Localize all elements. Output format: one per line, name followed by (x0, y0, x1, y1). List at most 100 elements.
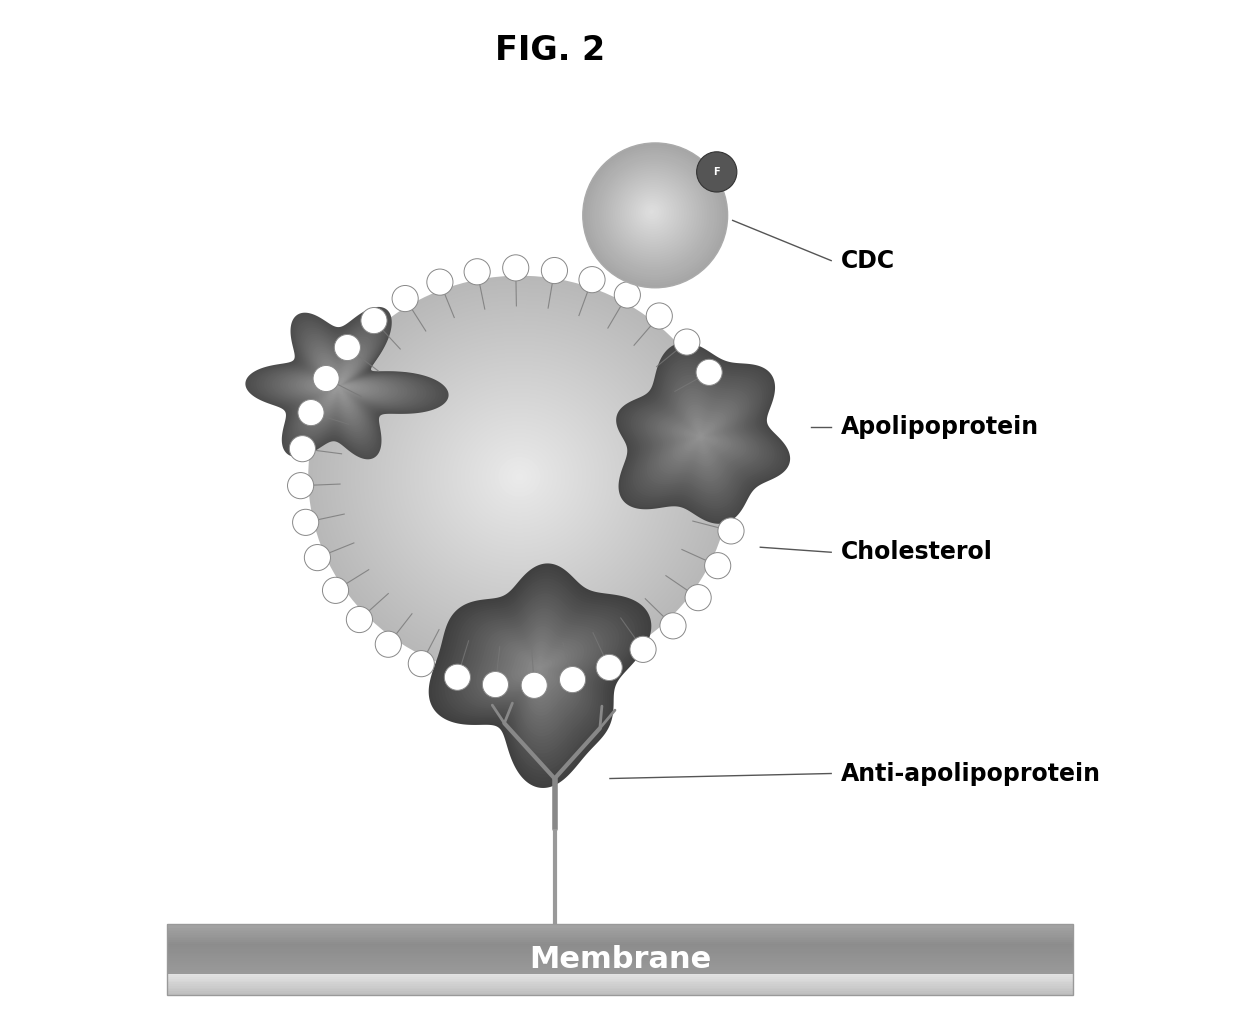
Text: Membrane: Membrane (529, 945, 711, 974)
Polygon shape (460, 593, 619, 753)
Polygon shape (327, 377, 351, 394)
Ellipse shape (334, 300, 706, 654)
Circle shape (427, 269, 453, 295)
Bar (167, 958, 1073, 959)
Ellipse shape (629, 189, 677, 237)
Polygon shape (647, 377, 756, 492)
Polygon shape (489, 621, 590, 723)
Polygon shape (660, 390, 744, 479)
Polygon shape (652, 383, 751, 487)
Polygon shape (495, 626, 584, 716)
Circle shape (322, 577, 348, 603)
Polygon shape (304, 357, 379, 414)
Ellipse shape (379, 344, 658, 609)
Ellipse shape (486, 445, 553, 509)
Polygon shape (246, 307, 449, 459)
Polygon shape (655, 385, 749, 484)
Circle shape (542, 258, 568, 284)
Ellipse shape (515, 473, 523, 481)
Ellipse shape (448, 409, 591, 546)
Ellipse shape (321, 288, 718, 666)
Polygon shape (691, 426, 711, 446)
Ellipse shape (405, 368, 634, 585)
Ellipse shape (465, 425, 574, 529)
Polygon shape (250, 311, 443, 455)
Ellipse shape (430, 392, 608, 562)
Circle shape (521, 672, 547, 699)
Circle shape (660, 612, 686, 639)
Circle shape (718, 518, 744, 544)
Polygon shape (293, 348, 392, 422)
Ellipse shape (337, 304, 701, 650)
Polygon shape (640, 369, 765, 499)
Polygon shape (515, 644, 565, 696)
Circle shape (312, 365, 340, 391)
Polygon shape (688, 423, 713, 449)
Polygon shape (441, 575, 639, 775)
Polygon shape (451, 584, 629, 764)
Text: FIG. 2: FIG. 2 (495, 34, 605, 67)
Bar (167, 949, 1073, 951)
Ellipse shape (588, 147, 723, 283)
Polygon shape (272, 330, 417, 438)
Bar (167, 940, 1073, 942)
Polygon shape (476, 608, 604, 736)
Ellipse shape (640, 201, 665, 224)
Polygon shape (616, 343, 790, 524)
Bar (167, 977, 1073, 979)
Polygon shape (527, 656, 552, 681)
Polygon shape (320, 370, 361, 401)
Circle shape (614, 282, 640, 308)
Ellipse shape (423, 384, 616, 569)
Ellipse shape (618, 177, 689, 249)
Circle shape (630, 636, 656, 662)
Ellipse shape (511, 468, 528, 485)
Text: Cholesterol: Cholesterol (841, 540, 993, 564)
Circle shape (289, 436, 315, 461)
Ellipse shape (481, 441, 558, 513)
Polygon shape (480, 611, 600, 733)
Ellipse shape (427, 388, 613, 566)
Ellipse shape (435, 396, 604, 558)
Polygon shape (672, 405, 732, 466)
Ellipse shape (346, 312, 693, 642)
Text: CDC: CDC (841, 248, 895, 273)
Ellipse shape (615, 175, 692, 252)
Polygon shape (466, 599, 613, 746)
Polygon shape (667, 399, 737, 472)
Ellipse shape (637, 198, 667, 227)
Bar (167, 963, 1073, 965)
Bar (167, 961, 1073, 963)
Polygon shape (290, 346, 396, 424)
Ellipse shape (367, 332, 672, 622)
Polygon shape (626, 353, 780, 514)
Polygon shape (336, 384, 341, 388)
Circle shape (392, 286, 418, 311)
Ellipse shape (439, 401, 600, 554)
Polygon shape (259, 318, 433, 449)
Polygon shape (283, 339, 404, 430)
Text: F: F (713, 167, 720, 176)
Polygon shape (492, 624, 588, 719)
Bar (167, 983, 1073, 985)
Ellipse shape (599, 159, 709, 270)
Circle shape (646, 303, 672, 330)
Ellipse shape (409, 372, 629, 581)
Circle shape (697, 152, 737, 192)
Bar (167, 938, 1073, 940)
Bar (167, 975, 1073, 977)
Bar (167, 925, 1073, 926)
Circle shape (293, 509, 319, 535)
Bar (167, 971, 1073, 973)
Polygon shape (278, 335, 410, 434)
Bar (167, 930, 1073, 932)
Ellipse shape (342, 308, 697, 646)
Polygon shape (635, 364, 770, 504)
Bar (167, 966, 1073, 968)
Polygon shape (665, 396, 739, 474)
Polygon shape (696, 431, 706, 441)
Ellipse shape (620, 179, 687, 247)
Ellipse shape (585, 145, 725, 285)
Polygon shape (296, 350, 389, 420)
Ellipse shape (507, 464, 532, 489)
